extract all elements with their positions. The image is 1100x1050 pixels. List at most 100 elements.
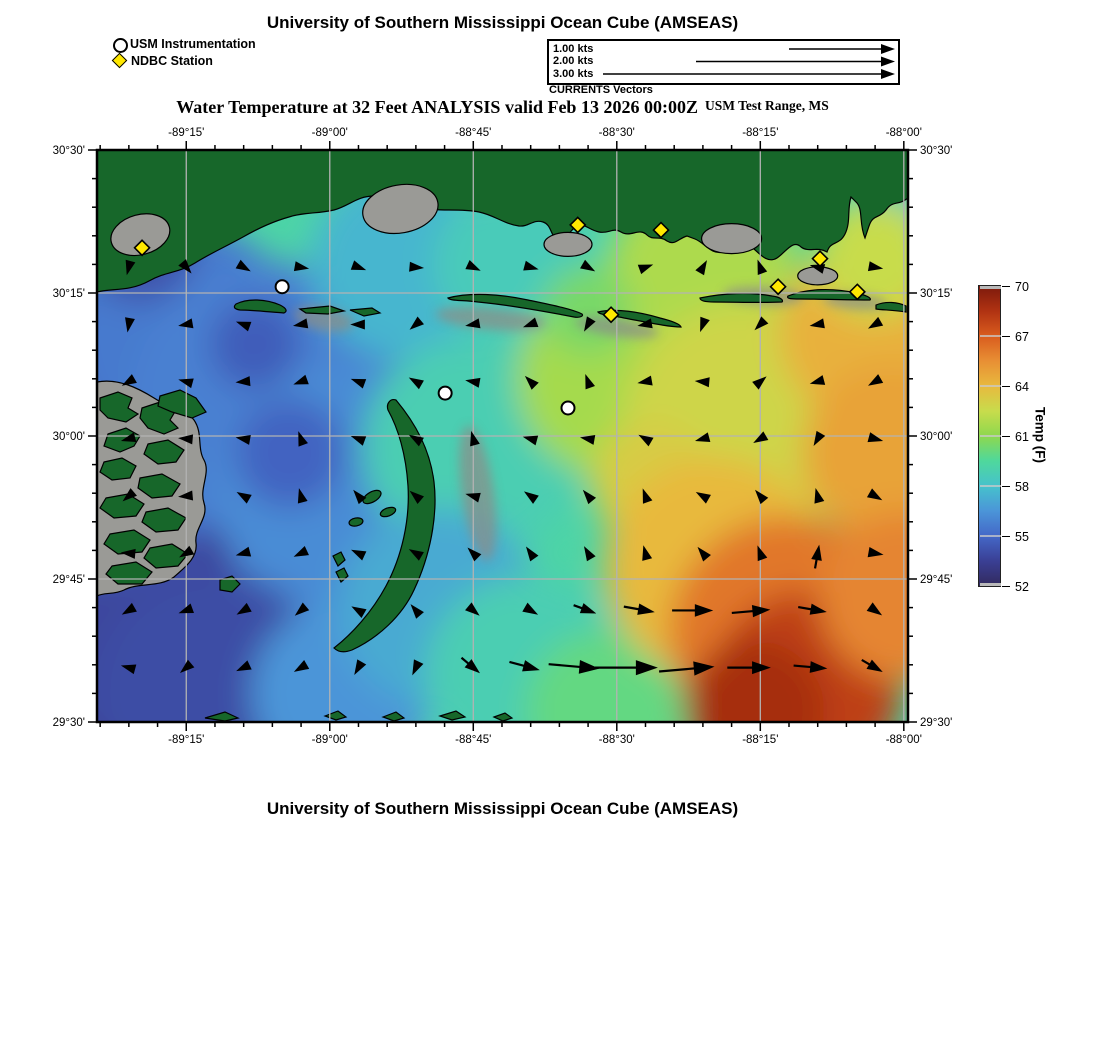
current-vector	[298, 431, 308, 447]
current-vector	[178, 378, 194, 389]
legend-usm-row: USM Instrumentation	[113, 37, 256, 54]
arrowhead-icon	[881, 56, 895, 67]
temperature-blob	[684, 640, 825, 722]
current-vector	[861, 659, 883, 673]
current-vector	[294, 602, 310, 616]
colorbar-tick	[1002, 485, 1010, 488]
x-axis-label-bottom: -89°15'	[168, 734, 204, 746]
current-vector	[583, 316, 596, 332]
current-vector	[809, 318, 825, 329]
colorbar-endcap	[980, 583, 1001, 586]
x-axis-label-top: -88°15'	[742, 127, 778, 139]
barrier-island	[333, 399, 436, 653]
ndbc-station-marker	[848, 283, 866, 301]
current-vector	[753, 431, 769, 443]
current-vector	[120, 664, 137, 675]
ndbc-station-marker	[769, 278, 787, 296]
marsh-island	[143, 543, 189, 569]
page-title-bottom: University of Southern Mississippi Ocean…	[266, 799, 739, 818]
current-vector	[811, 544, 822, 569]
current-vector	[465, 602, 480, 616]
current-vector	[297, 488, 308, 504]
colorbar-gridline	[980, 335, 1001, 337]
current-vector	[236, 491, 252, 504]
current-vector	[757, 545, 768, 562]
current-vector	[408, 434, 424, 447]
colorbar-tick	[1002, 585, 1010, 588]
current-vector	[642, 545, 653, 561]
current-vector	[798, 603, 827, 615]
current-vector	[809, 264, 826, 274]
barrier-island	[438, 710, 467, 721]
colorbar-gradient	[978, 285, 1001, 587]
current-vector	[694, 432, 711, 443]
current-vector	[120, 432, 137, 443]
current-vector	[125, 317, 135, 333]
current-vector	[235, 435, 251, 445]
current-vector	[350, 260, 367, 271]
colorbar-tick-label: 58	[1015, 479, 1029, 494]
current-vector	[235, 376, 251, 387]
barrier-island	[349, 307, 382, 317]
bay-flat	[700, 223, 763, 255]
current-vector	[235, 259, 251, 272]
current-vector	[408, 549, 424, 561]
colorbar-tick-label: 55	[1015, 529, 1029, 544]
current-vector	[814, 488, 825, 504]
current-vector	[178, 490, 194, 501]
x-axis-label-top: -89°00'	[312, 127, 348, 139]
barrier-island	[381, 711, 406, 722]
x-axis-label-bottom: -88°15'	[742, 734, 778, 746]
plot-subtitle: Water Temperature at 32 Feet ANALYSIS va…	[0, 97, 1005, 118]
current-vector	[353, 489, 367, 505]
colorbar-tick	[1002, 385, 1010, 388]
y-axis-label-left: 30°15'	[53, 288, 85, 300]
colorbar-gridline	[980, 485, 1001, 487]
ndbc-station-marker	[811, 250, 829, 268]
map-clip-group	[97, 150, 908, 722]
current-vector	[754, 316, 769, 331]
current-vector	[638, 434, 654, 447]
barrier-island	[492, 712, 514, 722]
usm-station-marker	[274, 279, 290, 295]
current-vector	[350, 436, 367, 446]
marsh-island	[141, 507, 187, 533]
ndbc-station-marker	[133, 239, 151, 257]
current-vector	[580, 435, 596, 445]
y-axis-label-right: 29°30'	[920, 717, 952, 729]
y-axis-label-right: 29°45'	[920, 574, 952, 586]
current-vector	[867, 432, 884, 443]
usm-circle-icon	[113, 38, 128, 53]
current-vector	[351, 549, 367, 561]
bay-flat	[110, 213, 171, 257]
usm-station-marker	[437, 385, 453, 401]
x-axis-label-bottom: -88°45'	[455, 734, 491, 746]
current-vector	[467, 547, 482, 562]
current-vector	[410, 604, 424, 619]
barrier-island	[233, 299, 287, 314]
current-vector	[866, 488, 883, 501]
marsh-island	[103, 529, 151, 555]
islet	[362, 489, 382, 505]
current-vector	[179, 659, 195, 673]
islet	[348, 517, 364, 527]
current-vector	[793, 661, 828, 673]
x-axis-label-top: -88°45'	[455, 127, 491, 139]
current-vector	[752, 376, 767, 390]
current-vector	[548, 660, 600, 674]
y-axis-label-left: 30°30'	[53, 145, 85, 157]
current-vector	[642, 488, 653, 504]
current-vector	[179, 545, 195, 558]
current-vector	[178, 259, 192, 274]
current-vector	[409, 490, 424, 505]
colorbar-tick-label: 70	[1015, 279, 1029, 294]
current-vector	[623, 603, 655, 615]
x-axis-label-top: -88°00'	[886, 127, 922, 139]
current-vector	[524, 375, 539, 390]
current-vector	[236, 660, 252, 672]
temperature-blob	[525, 630, 686, 722]
y-axis-label-left: 29°45'	[53, 574, 85, 586]
current-vector	[178, 603, 194, 614]
current-vector	[465, 492, 481, 503]
